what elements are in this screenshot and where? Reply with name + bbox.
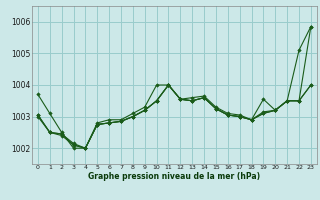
X-axis label: Graphe pression niveau de la mer (hPa): Graphe pression niveau de la mer (hPa) — [88, 172, 260, 181]
